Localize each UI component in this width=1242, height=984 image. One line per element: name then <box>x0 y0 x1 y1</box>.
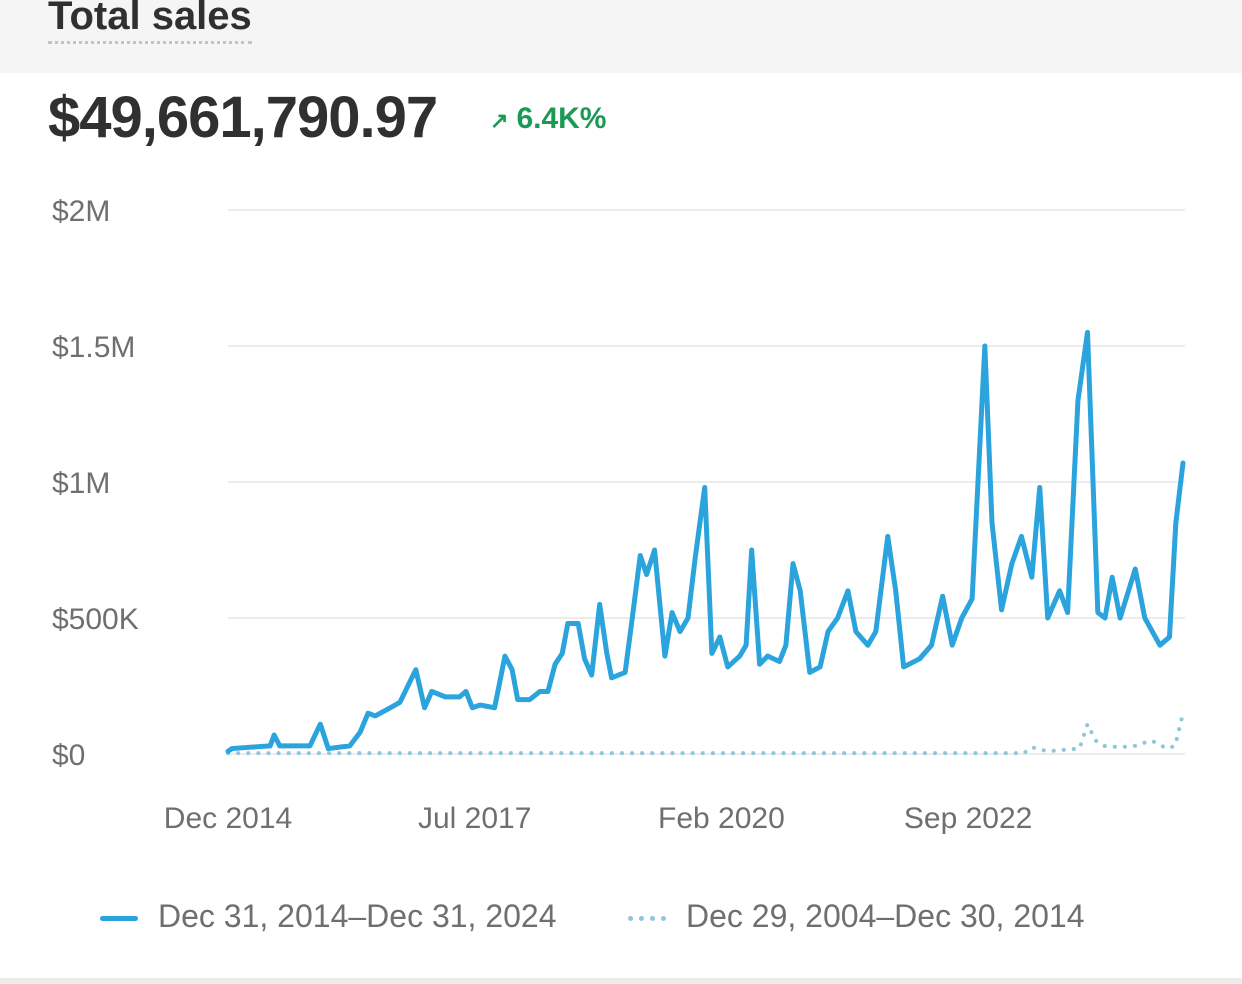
y-tick-label: $1M <box>52 467 110 500</box>
arrow-up-right-icon: ↗ <box>490 108 509 133</box>
total-sales-value: $49,661,790.97 <box>48 85 438 150</box>
x-tick-label: Dec 2014 <box>164 802 292 835</box>
x-tick-label: Sep 2022 <box>904 802 1032 835</box>
y-tick-label: $2M <box>52 195 110 228</box>
legend-solid-swatch <box>100 916 138 922</box>
legend-label-current: Dec 31, 2014–Dec 31, 2024 <box>158 898 557 934</box>
legend-item-previous[interactable]: Dec 29, 2004–Dec 30, 2014 <box>628 898 1085 935</box>
x-tick-label: Feb 2020 <box>658 802 785 835</box>
change-badge: ↗ 6.4K% <box>490 102 606 136</box>
series-current-line <box>225 329 1186 754</box>
y-tick-label: $1.5M <box>52 331 135 364</box>
x-tick-label: Jul 2017 <box>418 802 531 835</box>
y-tick-label: $0 <box>52 739 85 772</box>
series-previous-line <box>226 711 1185 756</box>
bottom-divider <box>0 978 1242 984</box>
legend-dotted-swatch <box>628 916 666 922</box>
legend-label-previous: Dec 29, 2004–Dec 30, 2014 <box>686 898 1085 934</box>
header-bar <box>0 0 1242 73</box>
page-title[interactable]: Total sales <box>48 0 252 44</box>
change-value: 6.4K% <box>516 102 607 135</box>
y-tick-label: $500K <box>52 603 139 636</box>
legend-item-current[interactable]: Dec 31, 2014–Dec 31, 2024 <box>100 898 557 935</box>
